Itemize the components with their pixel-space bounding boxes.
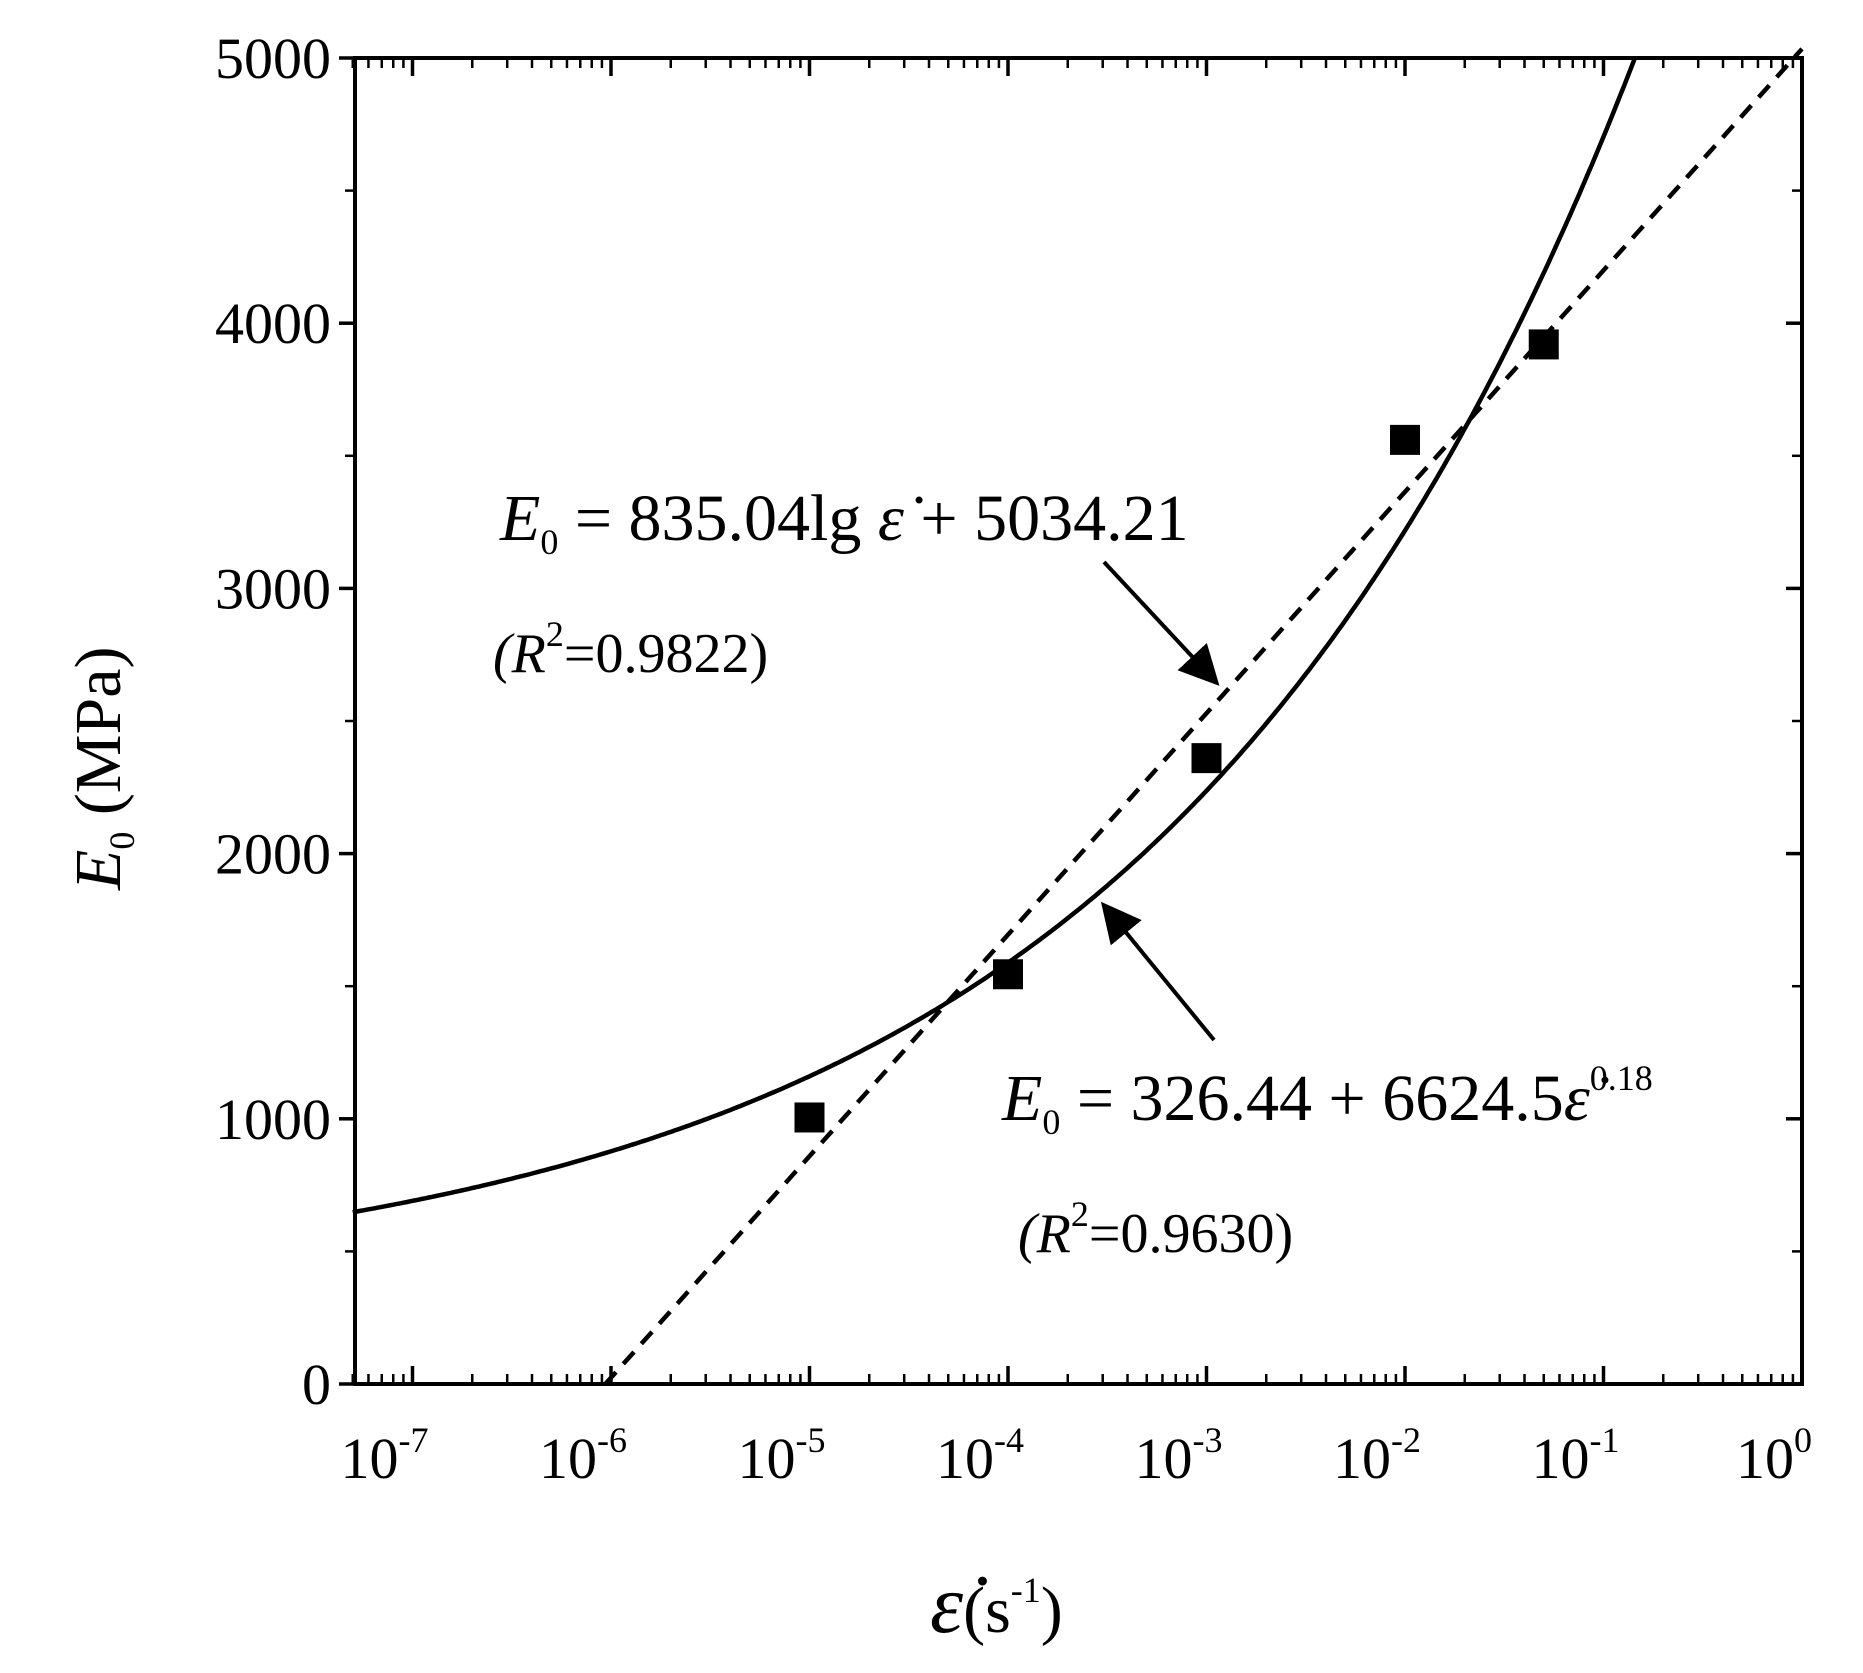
log-fit-r2-sup: 2 (546, 614, 564, 654)
x-tick-label: 10-7 (341, 1420, 429, 1491)
y-tick-label: 5000 (215, 26, 331, 91)
power-fit-e-symbol: E (1001, 1062, 1042, 1135)
y-axis-symbol: E (62, 850, 135, 891)
log-fit-line (603, 47, 1804, 1386)
x-tick-label: 10-5 (738, 1420, 826, 1491)
y-axis-subscript: 0 (102, 832, 142, 850)
y-axis-label: E0 (MPa) (62, 647, 142, 891)
power-fit-equation: E0 = 326.44 + 6624.5ε̇0.18 (1001, 1058, 1653, 1142)
x-tick-label: 10-2 (1333, 1420, 1421, 1491)
log-fit-e-symbol: E (499, 482, 540, 555)
axis-ticks (339, 56, 1804, 1386)
y-tick-label: 3000 (215, 556, 331, 621)
plot-frame (353, 56, 1804, 1386)
log-fit-arrow (1102, 560, 1220, 686)
x-axis-unit-open: (s (963, 1574, 1011, 1647)
power-fit-rhs: = 326.44 + 6624.5 (1060, 1062, 1563, 1135)
log-fit-r2-close: =0.9822) (564, 623, 768, 685)
power-fit-r2: (R2=0.9630) (1018, 1194, 1293, 1265)
x-tick-label: 10-1 (1532, 1420, 1620, 1491)
log-fit-r2: (R2=0.9822) (493, 614, 768, 685)
x-tick-label: 10-3 (1135, 1420, 1223, 1491)
x-tick-label: 10-6 (539, 1420, 627, 1491)
power-fit-r2-close: =0.9630) (1089, 1203, 1293, 1265)
x-tick-labels: 10-7 10-6 10-5 10-4 10-3 10-2 10-1 100 (341, 1420, 1813, 1491)
x-axis-label: ε̇(s-1) (930, 1558, 1063, 1651)
log-fit-rhs: = 835.04lg (558, 482, 878, 555)
y-tick-label: 1000 (215, 1087, 331, 1152)
power-fit-r2-sup: 2 (1071, 1194, 1089, 1234)
y-axis-unit: (MPa) (62, 647, 135, 832)
log-fit-subscript: 0 (540, 522, 558, 562)
data-point-square (993, 959, 1023, 990)
power-fit-r2-open: (R (1018, 1203, 1071, 1265)
log-fit-equation: E0 = 835.04lg ε̇ + 5034.21 (499, 482, 1189, 562)
data-point-square (1191, 743, 1222, 774)
y-tick-label: 2000 (215, 822, 331, 887)
power-fit-exponent: 0.18 (1590, 1058, 1653, 1098)
x-tick-label: 10-4 (936, 1420, 1024, 1491)
x-axis-unit-close: ) (1041, 1574, 1063, 1647)
log-fit-tail: + 5034.21 (904, 482, 1189, 555)
power-fit-subscript: 0 (1042, 1102, 1060, 1142)
x-axis-unit-sup: -1 (1011, 1570, 1041, 1610)
data-point-square (1528, 329, 1559, 360)
y-tick-label: 0 (302, 1352, 331, 1417)
y-tick-label: 4000 (215, 291, 331, 356)
data-point-square (1390, 424, 1420, 455)
x-tick-label: 100 (1736, 1420, 1812, 1491)
log-fit-r2-open: (R (493, 623, 546, 685)
y-tick-labels: 0 1000 2000 3000 4000 5000 (215, 26, 331, 1417)
power-fit-arrow (1100, 901, 1216, 1042)
data-points (794, 329, 1559, 1133)
data-point-square (794, 1102, 825, 1133)
